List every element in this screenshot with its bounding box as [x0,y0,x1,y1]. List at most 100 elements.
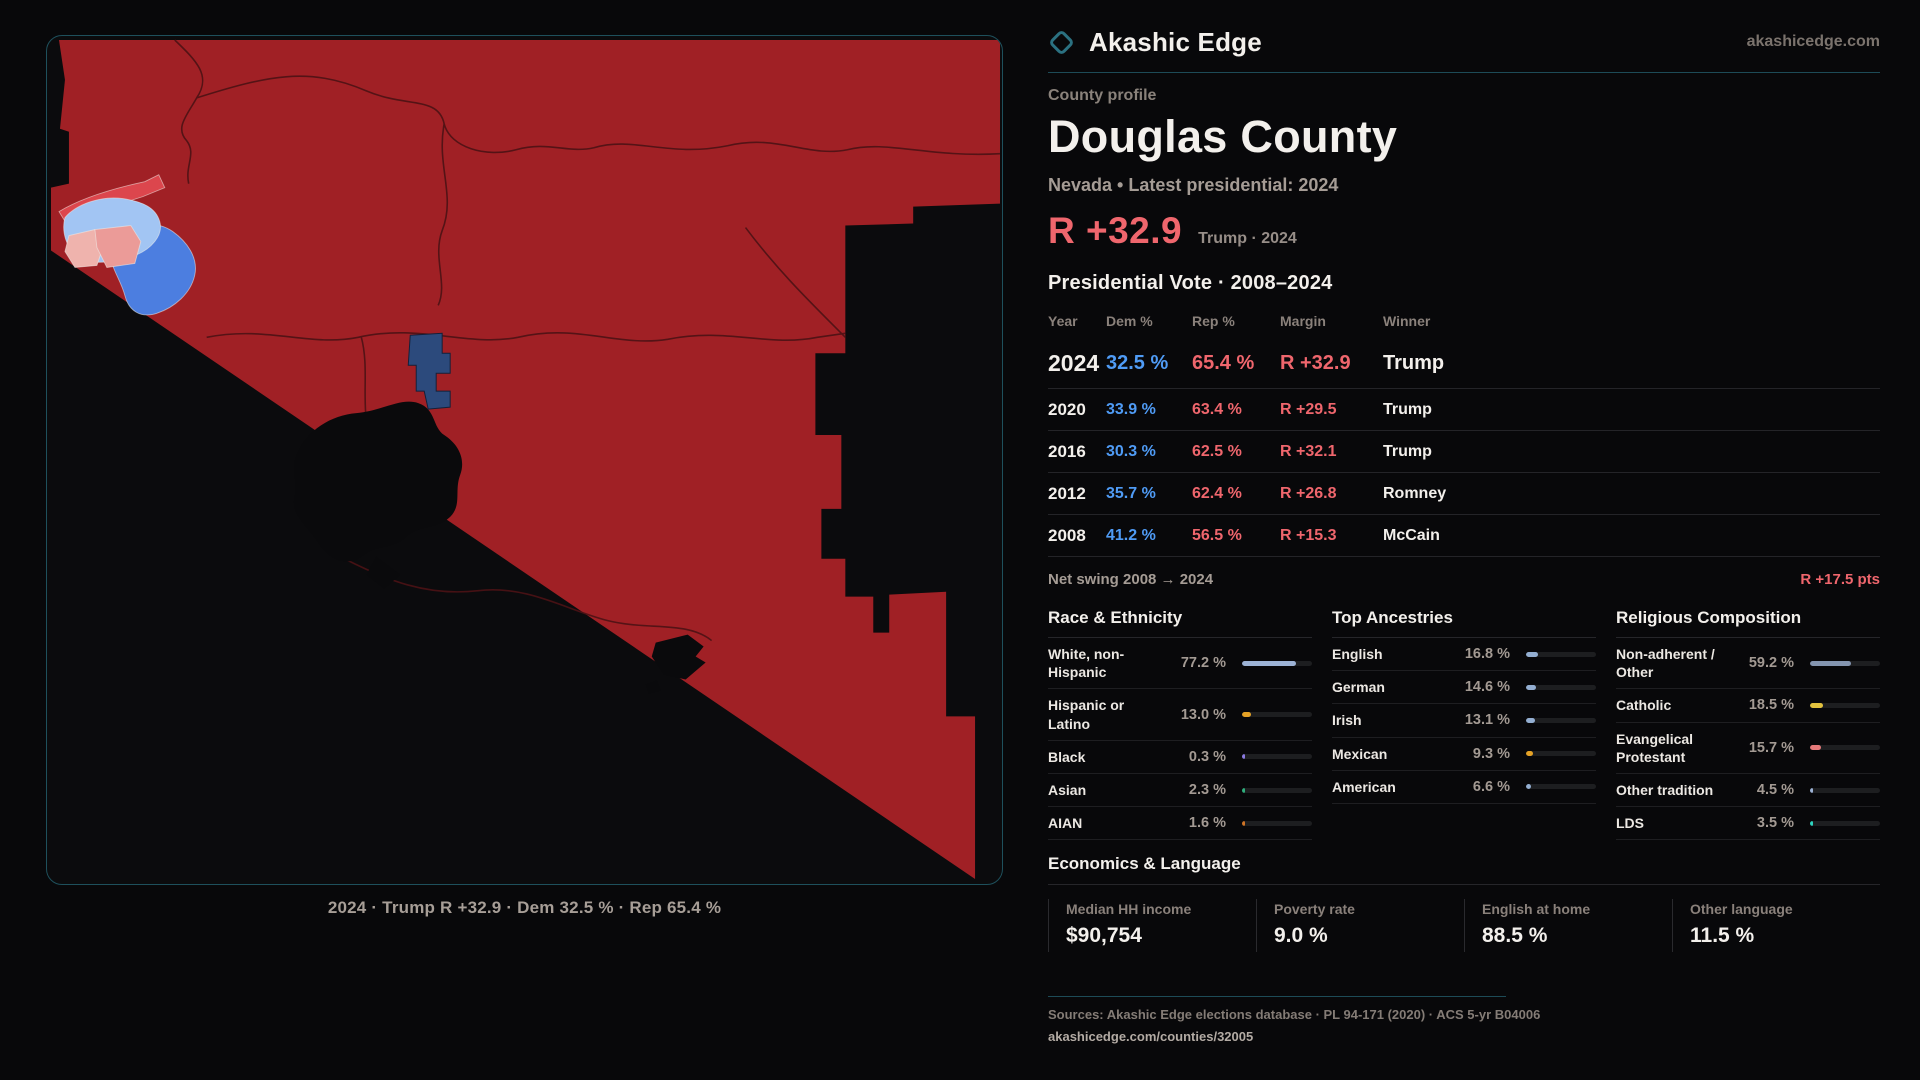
vote-cell-winner: Trump [1383,442,1432,460]
race-ethnicity-title: Race & Ethnicity [1048,608,1312,638]
demo-bar-track [1526,717,1596,723]
vote-cell-rep: 62.5 % [1192,442,1242,460]
vote-cell-rep: 65.4 % [1192,352,1255,374]
demo-row: AIAN 1.6 % [1048,807,1312,841]
vote-cell-margin: R +26.8 [1280,484,1337,502]
demo-value: 18.5 % [1748,697,1794,714]
vote-cell-winner: Trump [1383,352,1445,374]
vote-cell-margin: R +32.9 [1280,352,1351,374]
map-precinct-dem-dark [407,332,451,410]
latest-margin-context: Trump · 2024 [1198,230,1297,247]
vote-cell-rep: 62.4 % [1192,484,1242,502]
top-ancestries-column: Top Ancestries English 16.8 % German 14.6 %… [1332,608,1596,840]
economics-title: Economics & Language [1048,854,1880,886]
vote-cell-dem: 30.3 % [1106,442,1156,460]
demo-value: 6.6 % [1472,778,1510,795]
vote-cell-year: 2008 [1048,525,1086,545]
demo-value: 0.3 % [1188,748,1226,765]
demo-row: Other tradition 4.5 % [1616,774,1880,808]
demo-label: Black [1048,748,1086,765]
footer: Sources: Akashic Edge elections database… [1048,996,1880,1044]
demo-bar-fill [1810,702,1823,708]
demo-row: White, non-Hispanic 77.2 % [1048,638,1312,690]
demo-bar-track [1526,784,1596,790]
vote-cell-year: 2012 [1048,483,1086,503]
vote-table-header: Year Dem % Rep % Margin Winner [1048,309,1880,339]
demo-bar-track [1810,787,1880,793]
demo-bar-fill [1526,751,1533,757]
economics-stat: English at home 88.5 % [1464,899,1672,953]
stat-value: 88.5 % [1482,924,1548,948]
vote-column-header: Winner [1383,313,1431,329]
vote-cell-rep: 63.4 % [1192,400,1242,418]
demo-row: American 6.6 % [1332,771,1596,804]
demo-row: Non-adherent / Other 59.2 % [1616,638,1880,690]
demo-bar-track [1242,754,1312,760]
vote-cell-margin: R +15.3 [1280,526,1337,544]
demo-row: Mexican 9.3 % [1332,738,1596,771]
demo-bar-track [1242,820,1312,826]
demo-value: 4.5 % [1756,782,1794,799]
demo-label: AIAN [1048,815,1083,832]
economics-stat: Other language 11.5 % [1672,899,1880,953]
kicker: County profile [1048,87,1157,104]
map-precinct-lean-rep-2 [94,225,142,268]
top-ancestries-title: Top Ancestries [1332,608,1596,638]
map-nodata-areas [293,401,706,694]
demo-bar-fill [1242,787,1245,793]
vote-cell-winner: Romney [1383,484,1447,502]
demo-bar-fill [1810,745,1821,751]
demo-label: Other tradition [1616,781,1714,798]
demo-bar-fill [1242,712,1252,718]
demo-value: 1.6 % [1188,815,1226,832]
race-ethnicity-column: Race & Ethnicity White, non-Hispanic 77.2… [1048,608,1312,841]
net-swing-label: Net swing 2008 → 2024 [1048,571,1214,588]
vote-table: Year Dem % Rep % Margin Winner 2024 32.5 % 65.… [1048,309,1880,557]
demo-bar-fill [1810,787,1814,793]
vote-cell-dem: 41.2 % [1106,526,1156,544]
vote-cell-margin: R +32.1 [1280,442,1337,460]
brand-name: Akashic Edge [1089,26,1262,57]
vote-cell-year: 2016 [1048,441,1086,461]
map-precinct-boundaries [174,39,1001,642]
header: Akashic Edge akashicedge.com [1048,22,1880,62]
footer-sources: Sources: Akashic Edge elections database… [1048,1007,1541,1023]
county-precinct-map [46,35,1003,885]
brand-domain-link[interactable]: akashicedge.com [1746,33,1880,50]
demo-label: Irish [1332,712,1362,729]
vote-table-row: 2024 32.5 % 65.4 % R +32.9 Trump [1048,339,1880,389]
vote-cell-winner: McCain [1383,526,1440,544]
vote-cell-year: 2024 [1048,350,1100,376]
vote-cell-margin: R +29.5 [1280,400,1337,418]
demo-bar-track [1526,684,1596,690]
demo-label: Non-adherent / Other [1616,646,1715,681]
demo-value: 2.3 % [1188,782,1226,799]
latest-margin-value: R +32.9 [1048,210,1183,251]
vote-table-body: 2024 32.5 % 65.4 % R +32.9 Trump 2020 33.9 % 63… [1048,339,1880,557]
map-county-shape [50,39,1001,880]
vote-table-row: 2008 41.2 % 56.5 % R +15.3 McCain [1048,515,1880,557]
net-swing-row: Net swing 2008 → 2024 R +17.5 pts [1048,571,1880,588]
demo-label: LDS [1616,815,1644,832]
stat-label: Poverty rate [1274,901,1355,918]
demo-bar-fill [1242,660,1297,666]
demo-row: Irish 13.1 % [1332,704,1596,738]
stat-label: Median HH income [1066,901,1192,918]
vote-table-title: Presidential Vote · 2008–2024 [1048,272,1333,294]
demo-bar-track [1810,745,1880,751]
stat-label: English at home [1482,901,1591,918]
vote-cell-dem: 35.7 % [1106,484,1156,502]
stat-value: 11.5 % [1690,924,1755,948]
net-swing-value: R +17.5 pts [1800,571,1880,588]
page-subtitle: Nevada • Latest presidential: 2024 [1048,175,1339,195]
demo-row: Evangelical Protestant 15.7 % [1616,723,1880,774]
vote-cell-dem: 33.9 % [1106,400,1156,418]
demo-bar-fill [1526,784,1531,790]
economics-stat: Median HH income $90,754 [1048,899,1256,953]
footer-url-link[interactable]: akashicedge.com/counties/32005 [1048,1029,1254,1045]
vote-cell-rep: 56.5 % [1192,526,1242,544]
map-tahoe-cluster [58,174,196,316]
demo-value: 77.2 % [1180,655,1226,672]
footer-divider [1048,996,1506,998]
vote-table-row: 2016 30.3 % 62.5 % R +32.1 Trump [1048,431,1880,473]
